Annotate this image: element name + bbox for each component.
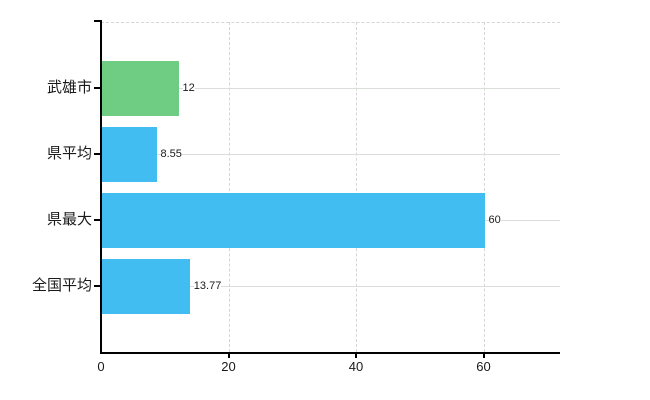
category-label: 県平均 [46, 145, 92, 162]
plot-top-border [101, 22, 560, 23]
x-gridline [228, 22, 230, 352]
category-label: 全国平均 [31, 277, 92, 294]
bar-2[interactable] [102, 126, 157, 182]
category-label: 県最大 [46, 211, 92, 228]
bar-3[interactable] [102, 192, 485, 248]
x-axis-tick [482, 354, 485, 358]
bar-value-label: 8.55 [160, 147, 182, 161]
x-axis-tick [227, 354, 230, 358]
bar-value-label: 60 [488, 213, 501, 227]
y-axis-tick [94, 219, 101, 221]
x-tick-label: 40 [348, 359, 364, 374]
x-gridline [483, 22, 485, 352]
x-tick-label: 0 [97, 359, 105, 374]
category-label: 武雄市 [46, 79, 92, 96]
x-axis-tick [355, 354, 357, 358]
y-axis-tick [94, 153, 101, 155]
y-axis-line [100, 20, 102, 354]
bar-1[interactable] [102, 60, 179, 116]
y-gridline [101, 285, 560, 287]
bar-4[interactable] [102, 258, 190, 314]
y-axis-tick [94, 285, 101, 287]
y-gridline [101, 153, 560, 155]
x-tick-label: 20 [221, 359, 236, 374]
y-axis-tick [94, 87, 101, 89]
x-tick-label: 60 [476, 359, 491, 374]
bar-value-label: 13.77 [193, 279, 222, 293]
bar-value-label: 12 [182, 81, 195, 95]
y-axis-end-tick [94, 20, 101, 22]
y-gridline [101, 87, 560, 89]
x-gridline [356, 22, 357, 352]
x-axis-line [100, 352, 560, 354]
